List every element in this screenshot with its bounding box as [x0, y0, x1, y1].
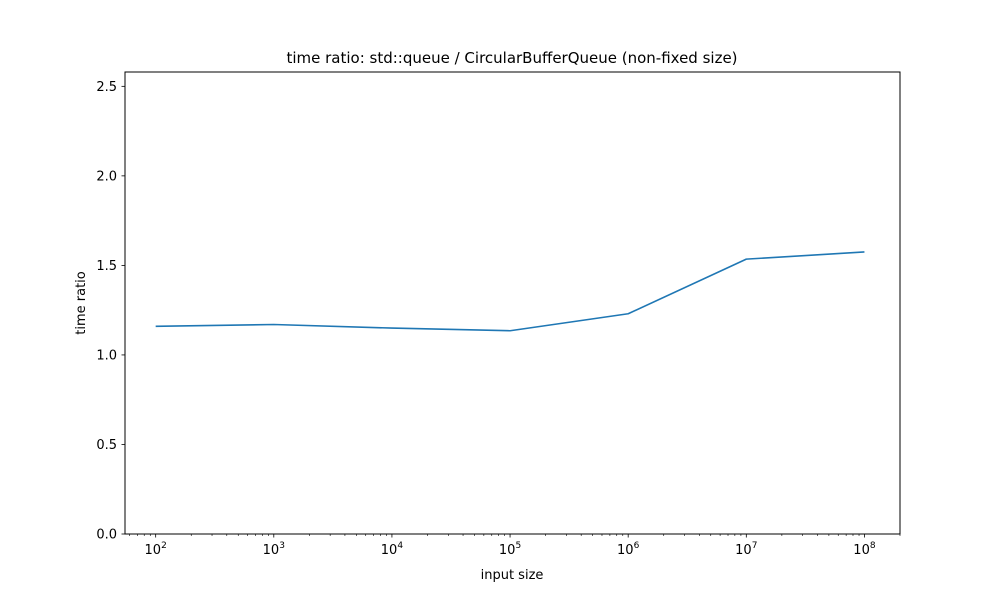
series-layer — [155, 251, 865, 332]
y-tick-label: 2.0 — [96, 169, 117, 184]
y-axis-label: time ratio — [74, 271, 89, 335]
x-axis-label: input size — [481, 568, 544, 583]
series-line-0 — [155, 251, 865, 332]
y-tick-label: 2.5 — [96, 80, 117, 95]
y-tick-label: 1.0 — [96, 348, 117, 363]
x-tick-label: 102 — [145, 541, 167, 558]
y-tick-label: 0.0 — [96, 528, 117, 543]
x-ticks: 102 103 104 105 106 107 108 — [129, 534, 901, 558]
x-tick-label: 107 — [735, 541, 757, 558]
x-tick-label: 103 — [263, 541, 285, 558]
y-tick-label: 0.5 — [96, 438, 117, 453]
y-ticks: 0.0 0.5 1.0 1.5 2.0 2.5 — [96, 80, 125, 543]
y-tick-label: 1.5 — [96, 259, 117, 274]
x-tick-label: 105 — [499, 541, 521, 558]
plot-frame — [124, 71, 901, 535]
x-tick-label: 108 — [853, 541, 876, 558]
x-tick-label: 104 — [381, 541, 404, 558]
x-tick-label: 106 — [617, 541, 640, 558]
chart-title: time ratio: std::queue / CircularBufferQ… — [286, 49, 737, 67]
